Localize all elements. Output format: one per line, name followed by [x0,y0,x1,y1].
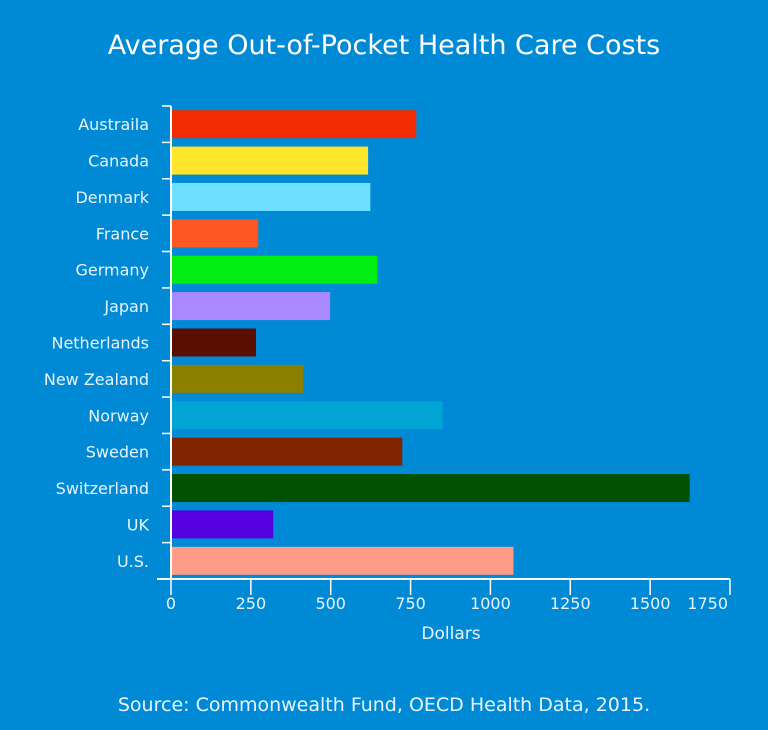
y-tick-label: Sweden [86,443,149,462]
bar-denmark [172,182,371,211]
bar-netherlands [172,328,256,357]
x-tick-label: 0 [166,594,176,613]
y-tick-label: Norway [88,406,149,425]
x-tick-label: 1500 [630,594,671,613]
bar-new-zealand [172,364,304,393]
bar-norway [172,401,443,430]
y-tick-label: New Zealand [44,370,149,389]
x-tick-label: 1000 [470,594,511,613]
y-tick-label: Japan [103,297,149,316]
bar-france [172,219,259,248]
y-tick-label: U.S. [117,552,149,571]
x-tick-label: 250 [236,594,267,613]
bar-sweden [172,437,403,466]
x-tick-label: 1750 [687,594,728,613]
bar-austraila [172,110,417,139]
x-tick-label: 1250 [550,594,591,613]
bar-switzerland [172,474,690,503]
chart-title: Average Out-of-Pocket Health Care Costs [107,30,661,61]
y-tick-label: Austraila [78,115,149,134]
bar-u-s- [172,546,514,575]
source-note: Source: Commonwealth Fund, OECD Health D… [117,694,651,716]
y-tick-label: Canada [88,152,149,171]
bar-japan [172,292,331,321]
bar-canada [172,146,369,175]
x-tick-label: 500 [315,594,346,613]
y-tick-label: UK [127,515,150,534]
x-tick-label: 750 [395,594,426,613]
y-tick-label: France [96,224,149,243]
x-axis-label: Dollars [421,624,480,644]
y-tick-label: Denmark [75,188,149,207]
bar-germany [172,255,378,284]
y-tick-label: Germany [75,261,149,280]
bar-uk [172,510,274,539]
y-tick-label: Netherlands [51,334,149,353]
y-tick-label: Switzerland [56,479,149,498]
